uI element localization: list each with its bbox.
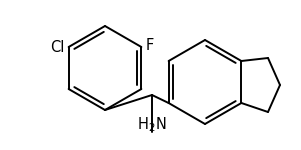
Text: Cl: Cl	[50, 39, 65, 54]
Text: F: F	[145, 38, 154, 52]
Text: H$_2$N: H$_2$N	[137, 115, 167, 134]
